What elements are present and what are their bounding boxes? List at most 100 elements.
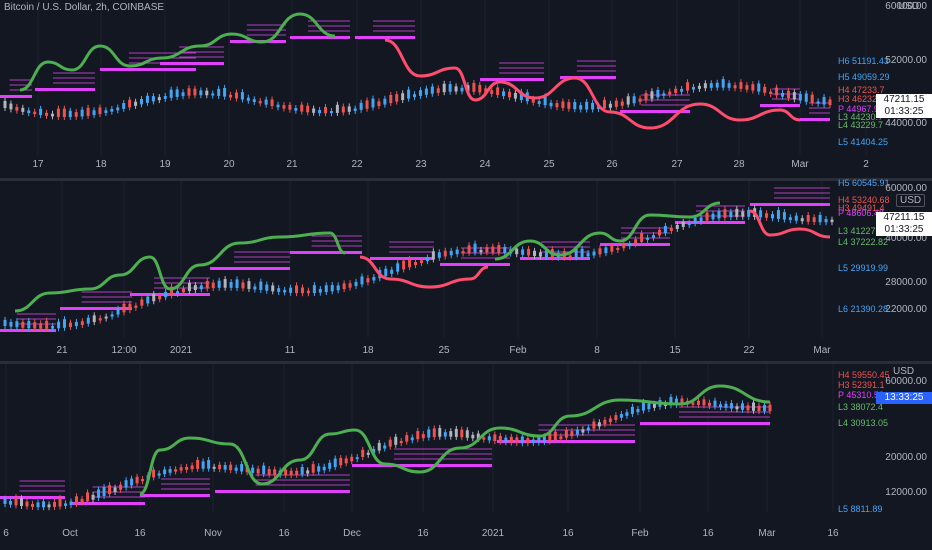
candle-body bbox=[775, 87, 779, 96]
candle-body bbox=[187, 282, 191, 292]
candle-body bbox=[246, 97, 250, 101]
candle-body bbox=[163, 469, 167, 475]
candle-body bbox=[68, 322, 72, 328]
chart-pane-middle[interactable]: 60000.00 40000.00 28000.00 22000.00 21 12:00 2… bbox=[0, 178, 932, 361]
candle-body bbox=[467, 245, 471, 253]
price-axis-label: 60000.00 bbox=[885, 183, 927, 194]
candle-body bbox=[152, 293, 156, 302]
candle-body bbox=[229, 281, 233, 288]
candle-body bbox=[174, 469, 178, 472]
level-label: P 48606.48 bbox=[838, 208, 884, 218]
candle-body bbox=[31, 503, 35, 507]
candle-body bbox=[497, 245, 501, 253]
candle-body bbox=[465, 430, 469, 438]
last-price-tag-top: 47211.15 01:33:25 bbox=[876, 94, 932, 118]
level-label: L3 41227.29 bbox=[838, 226, 889, 236]
candle-body bbox=[47, 504, 51, 508]
candle-body bbox=[312, 108, 316, 113]
candle-body bbox=[828, 99, 832, 106]
candle-body bbox=[622, 243, 626, 249]
candle-body bbox=[295, 285, 299, 294]
level-label: H3 49491.4 bbox=[838, 203, 885, 213]
candle-body bbox=[549, 102, 553, 107]
level-label: H3 52391.1 bbox=[838, 380, 885, 390]
candle-body bbox=[527, 248, 531, 256]
candle-body bbox=[181, 92, 185, 97]
candle-body bbox=[371, 98, 375, 108]
candle-body bbox=[69, 501, 73, 506]
candle-body bbox=[348, 283, 352, 288]
candle-body bbox=[306, 105, 310, 113]
candle-body bbox=[388, 439, 392, 447]
candle-body bbox=[449, 250, 453, 256]
candle-body bbox=[656, 89, 660, 98]
candle-body bbox=[430, 86, 434, 94]
candle-body bbox=[252, 99, 256, 102]
candle-body bbox=[372, 277, 376, 281]
candle-body bbox=[122, 303, 126, 313]
candle-body bbox=[175, 89, 179, 97]
candle-body bbox=[575, 429, 579, 435]
chart-canvas-middle[interactable]: 60000.00 40000.00 28000.00 22000.00 21 12:00 2… bbox=[0, 181, 932, 361]
candle-body bbox=[608, 103, 612, 108]
candle-body bbox=[185, 466, 189, 470]
candle-body bbox=[128, 99, 132, 108]
candle-body bbox=[413, 94, 417, 98]
candle-body bbox=[229, 94, 233, 98]
candle-body bbox=[324, 107, 328, 114]
candle-body bbox=[573, 102, 577, 110]
candle-body bbox=[614, 415, 618, 420]
candle-body bbox=[64, 503, 68, 506]
time-axis-label: 16 bbox=[134, 528, 146, 539]
candle-body bbox=[442, 83, 446, 93]
candle-body bbox=[223, 465, 227, 470]
candle-body bbox=[485, 247, 489, 253]
level-label: L3 38072.4 bbox=[838, 402, 884, 412]
candle-body bbox=[502, 91, 506, 97]
candle-body bbox=[735, 406, 739, 410]
candle-body bbox=[163, 95, 167, 99]
candle-body bbox=[561, 101, 565, 109]
chart-pane-top[interactable]: 60000.00 52000.00 44000.00 17 18 19 20 21 22 23 24… bbox=[0, 0, 932, 178]
bar-countdown: 01:33:25 bbox=[884, 106, 924, 117]
candle-body bbox=[344, 458, 348, 464]
candle-body bbox=[543, 96, 547, 106]
candle-body bbox=[157, 473, 161, 476]
last-price-value: 47211.15 bbox=[883, 212, 925, 223]
candle-body bbox=[519, 91, 523, 101]
candle-body bbox=[641, 401, 645, 411]
candle-body bbox=[92, 110, 96, 116]
time-axis-label: Nov bbox=[204, 528, 222, 539]
level-label: H5 60545.91 bbox=[838, 178, 890, 188]
candle-body bbox=[333, 458, 337, 468]
candle-body bbox=[377, 442, 381, 451]
pivot-line bbox=[70, 502, 145, 505]
candle-body bbox=[57, 321, 61, 329]
candle-body bbox=[745, 85, 749, 90]
candle-body bbox=[39, 108, 43, 116]
pane-separator[interactable] bbox=[0, 361, 932, 364]
candle-body bbox=[110, 314, 114, 317]
level-label: L4 30913.05 bbox=[838, 418, 889, 428]
time-axis-label: 19 bbox=[159, 159, 171, 170]
chart-canvas-bottom[interactable]: 60000.00 20000.00 12000.00 6 Oct 16 Nov 16 Dec 16… bbox=[0, 364, 932, 550]
candle-body bbox=[366, 278, 370, 283]
chart-pane-bottom[interactable]: 60000.00 20000.00 12000.00 6 Oct 16 Nov 16 Dec 16… bbox=[0, 364, 932, 550]
candle-body bbox=[359, 102, 363, 110]
currency-label-middle[interactable]: USD bbox=[896, 194, 926, 207]
candle-body bbox=[619, 413, 623, 418]
candle-body bbox=[680, 88, 684, 92]
candle-body bbox=[703, 83, 707, 89]
candle-body bbox=[724, 403, 728, 408]
pane-separator[interactable] bbox=[0, 178, 932, 181]
candle-body bbox=[479, 249, 483, 253]
candle-body bbox=[336, 285, 340, 291]
candle-body bbox=[521, 249, 525, 255]
level-label: P 44967.92 bbox=[838, 104, 884, 114]
candle-body bbox=[585, 101, 589, 110]
candle-body bbox=[586, 427, 590, 431]
candle-body bbox=[347, 106, 351, 112]
candle-body bbox=[553, 431, 557, 441]
candle-body bbox=[498, 435, 502, 442]
